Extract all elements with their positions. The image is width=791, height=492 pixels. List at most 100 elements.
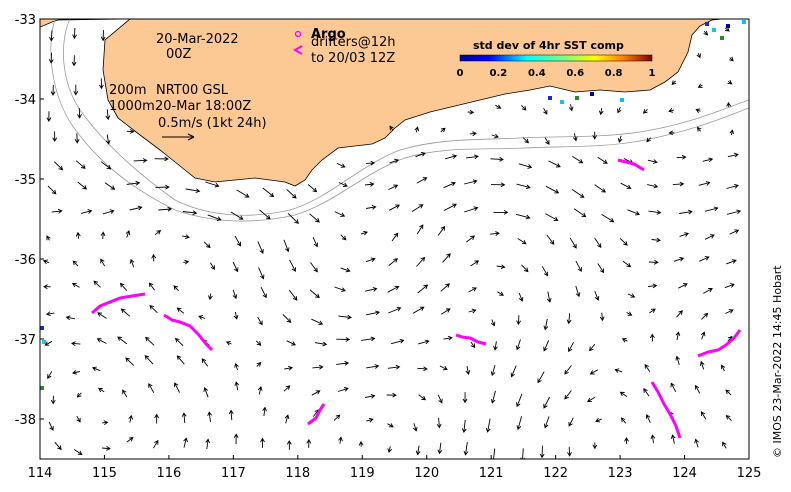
current-arrow [365, 160, 376, 166]
current-arrow [176, 307, 185, 314]
current-arrow [207, 293, 213, 301]
current-arrow [312, 364, 324, 370]
current-arrow [149, 304, 158, 314]
sst-speckle [590, 92, 594, 96]
current-arrow [71, 55, 77, 67]
drifter-track [650, 381, 682, 439]
current-arrow [569, 237, 577, 249]
x-tick-label: 124 [672, 466, 697, 481]
current-arrow [44, 340, 53, 346]
current-arrow [415, 445, 421, 456]
y-tick-label: -38 [15, 413, 36, 428]
current-arrow [117, 336, 128, 345]
current-arrow [443, 203, 457, 212]
current-arrow [572, 133, 578, 142]
current-arrow [129, 205, 143, 211]
current-arrow [99, 78, 104, 90]
current-arrow [418, 394, 427, 401]
current-arrow [46, 235, 51, 241]
current-arrow [624, 436, 629, 444]
x-tick-label: 119 [350, 466, 375, 481]
y-tick-label: -33 [15, 13, 36, 28]
current-arrow [647, 159, 658, 164]
current-arrow [314, 341, 328, 347]
current-arrow [262, 406, 267, 417]
date-label: 20-Mar-2022 [156, 32, 239, 47]
current-arrow [155, 184, 170, 190]
x-tick-label: 125 [737, 466, 762, 481]
y-tick-label: -35 [15, 173, 36, 188]
current-arrow [387, 285, 400, 293]
current-arrow [465, 366, 471, 375]
current-arrow [643, 388, 650, 397]
current-arrow [258, 267, 265, 280]
current-arrow [236, 189, 250, 198]
current-arrow [490, 231, 500, 236]
current-arrow [622, 260, 632, 268]
current-arrow [644, 363, 651, 373]
current-arrow [518, 163, 533, 169]
current-arrow [48, 421, 54, 431]
current-arrow [54, 441, 62, 451]
current-arrow [676, 154, 687, 160]
current-arrow [154, 230, 162, 236]
current-arrow [388, 184, 399, 191]
current-arrow [415, 152, 426, 158]
current-arrow [694, 384, 701, 394]
current-arrow [670, 434, 676, 444]
current-arrow [98, 387, 105, 393]
current-arrow [695, 108, 701, 113]
current-arrow [77, 107, 82, 119]
current-arrow [675, 331, 681, 341]
current-arrow [173, 285, 179, 292]
current-arrow [726, 101, 732, 108]
x-tick-label: 122 [543, 466, 568, 481]
current-arrow [389, 158, 400, 164]
product-time-label: 20-Mar 18:00Z [155, 99, 251, 114]
current-arrow [389, 125, 394, 131]
current-arrow [416, 177, 428, 184]
current-arrow [491, 133, 499, 139]
current-arrow [289, 259, 296, 273]
current-arrow [207, 411, 212, 423]
current-arrow [388, 258, 399, 266]
current-arrow [126, 437, 134, 443]
current-arrow [387, 423, 394, 428]
current-arrow [50, 84, 56, 96]
current-arrow [725, 389, 732, 396]
current-arrow [703, 30, 709, 36]
y-tick-label: -37 [15, 333, 36, 348]
current-arrow [232, 289, 238, 300]
current-arrow [282, 314, 292, 323]
current-arrow [340, 234, 347, 241]
colorbar-tick-label: 1 [649, 68, 656, 79]
current-arrow [126, 180, 141, 186]
current-arrow [543, 340, 550, 352]
current-arrow [70, 341, 81, 346]
current-arrow [205, 181, 220, 188]
drifter-track [617, 158, 645, 172]
sst-speckle [742, 20, 746, 24]
current-arrow [594, 237, 602, 249]
sst-speckles [40, 20, 746, 390]
x-axis: 114 115 116 117 118 119 120 121 122 123 124 125 [28, 455, 762, 481]
current-arrow [412, 423, 418, 432]
current-arrow [440, 127, 446, 133]
current-arrow [72, 369, 80, 375]
current-arrow [366, 310, 380, 316]
current-arrow [490, 364, 496, 377]
colorbar-ticks: 0 0.2 0.4 0.6 0.8 1 [457, 68, 656, 79]
current-arrow [336, 360, 350, 366]
current-arrow [414, 126, 420, 133]
current-arrow [338, 314, 353, 320]
current-arrow [725, 414, 732, 422]
current-arrow [73, 449, 83, 456]
current-arrow [232, 261, 239, 273]
current-vectors [42, 27, 742, 459]
current-arrow [601, 214, 615, 223]
current-arrow [510, 365, 517, 378]
current-arrow [704, 234, 715, 240]
current-arrow [75, 160, 86, 169]
current-arrow [729, 56, 734, 62]
current-arrow [158, 206, 173, 212]
